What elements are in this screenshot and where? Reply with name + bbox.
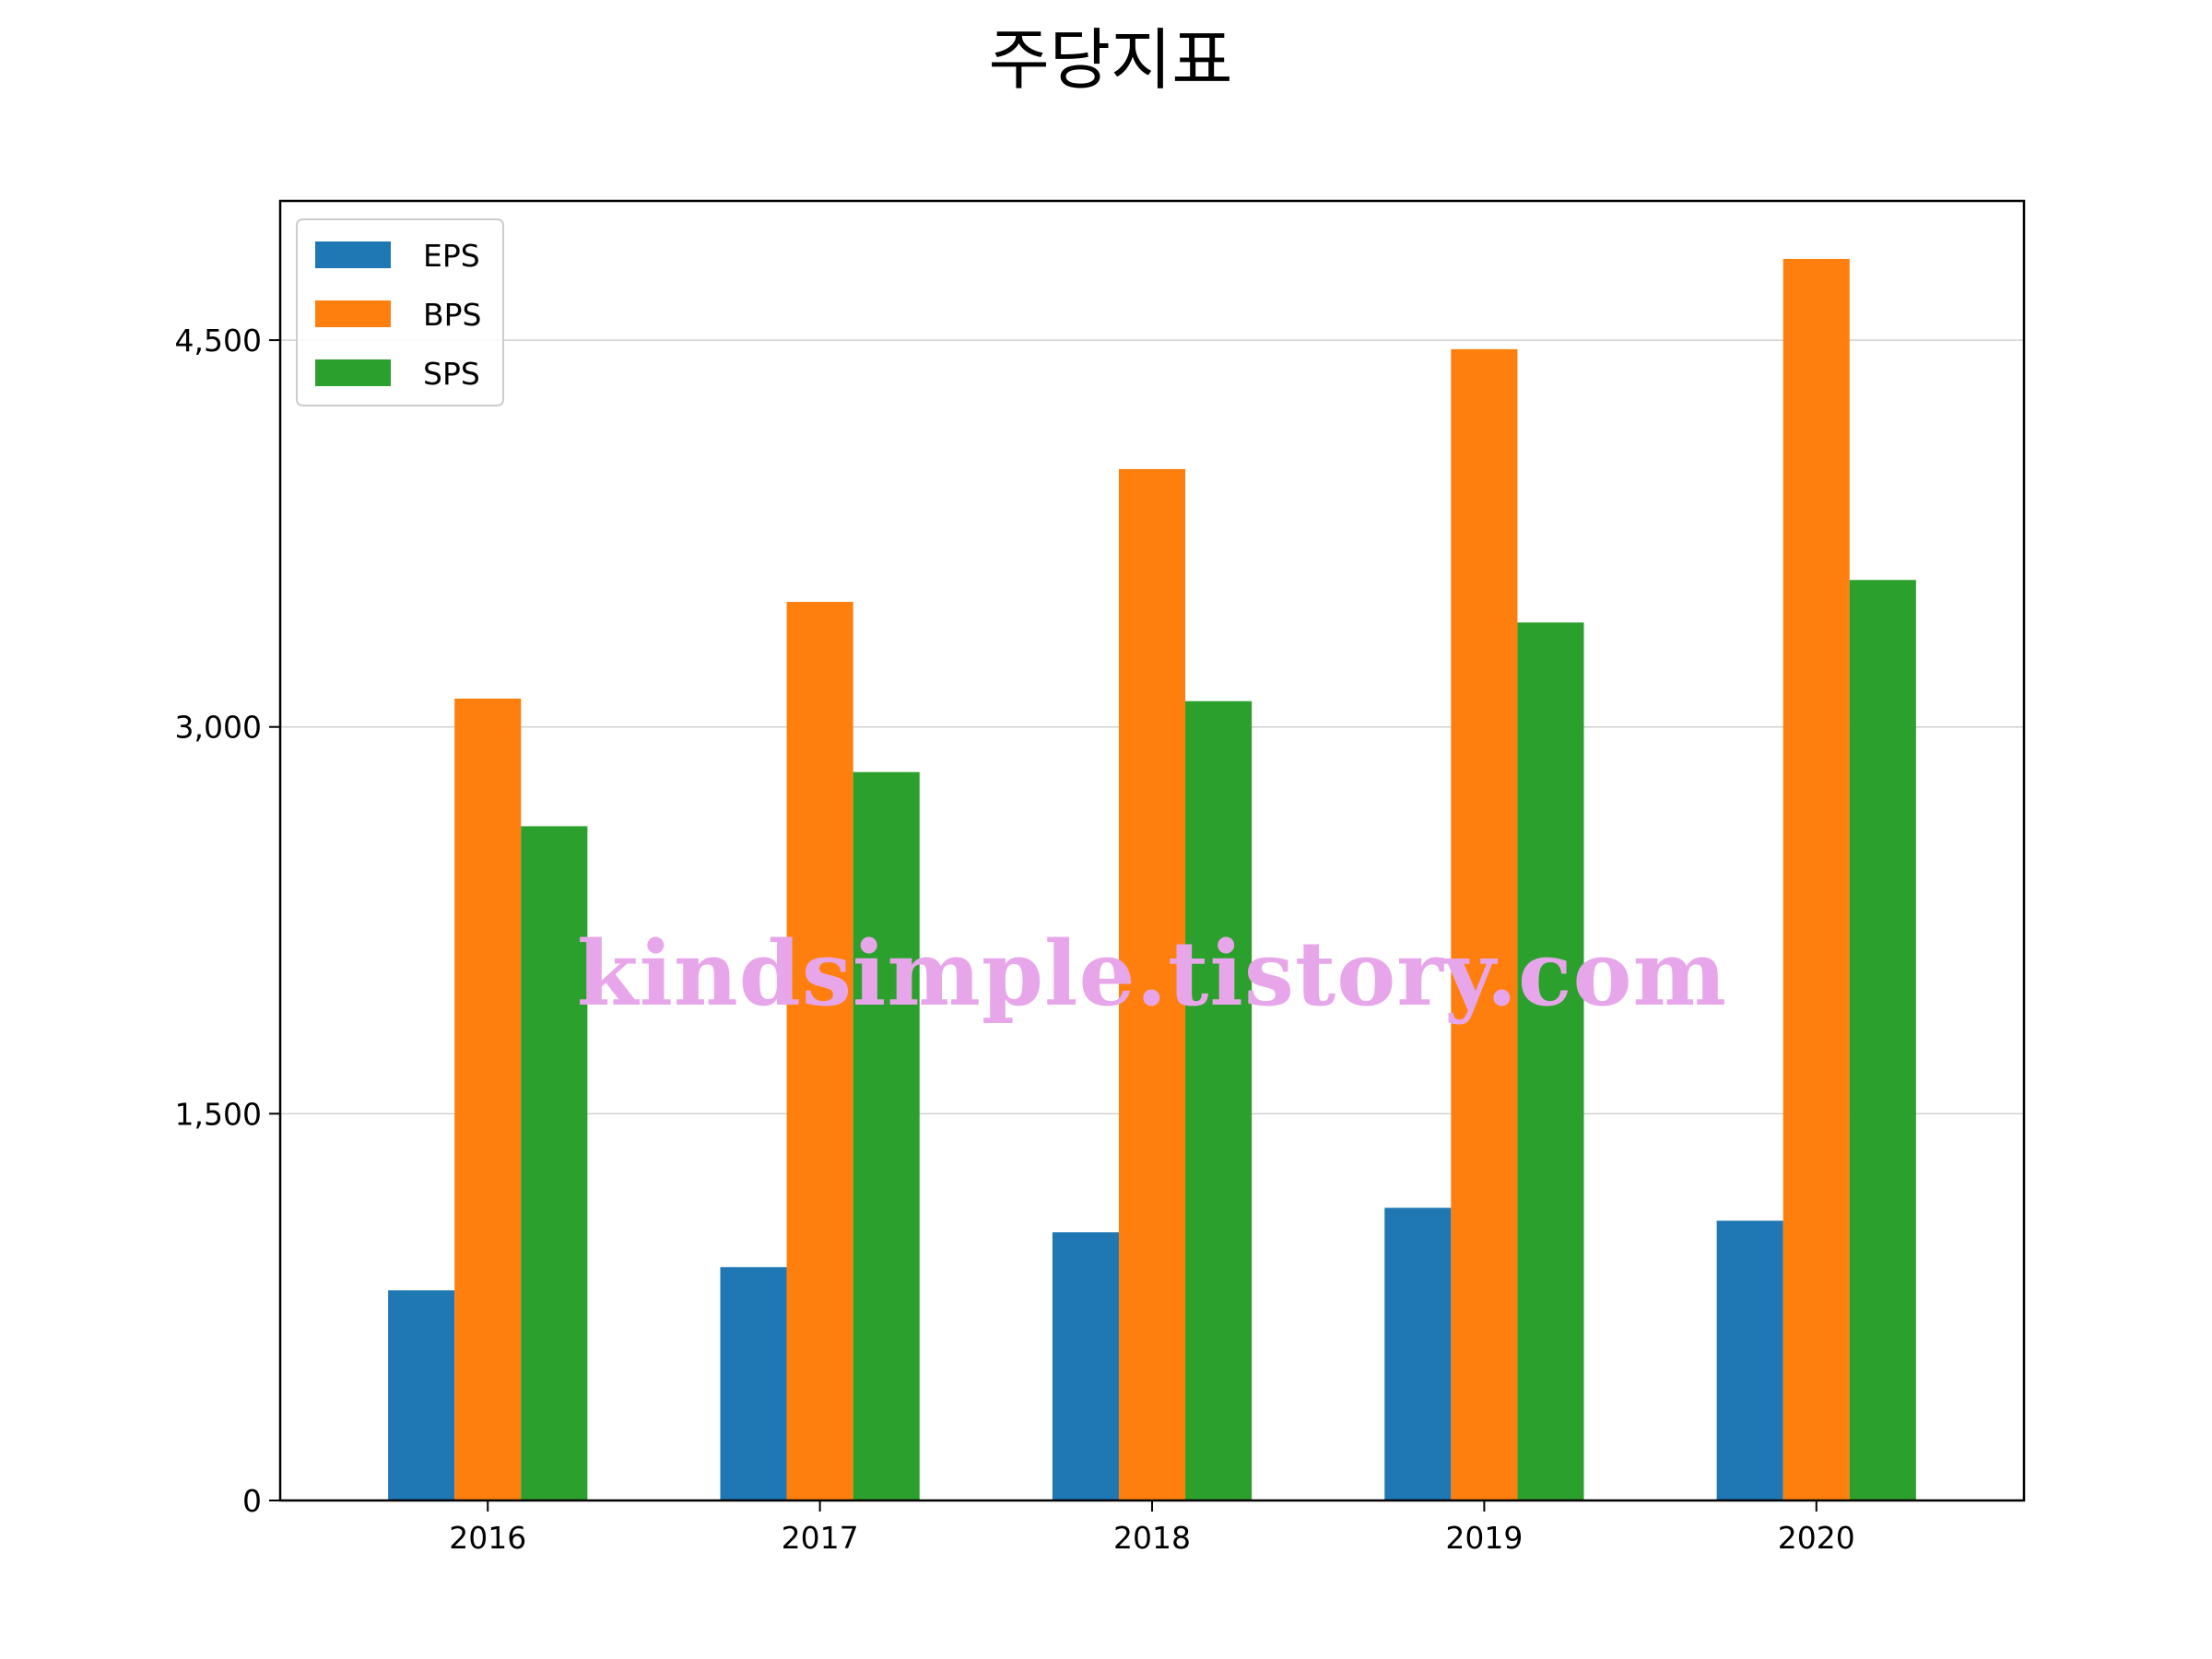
bar-bps-2016 — [454, 698, 522, 1500]
x-tick-label-2020: 2020 — [1778, 1520, 1855, 1556]
bar-sps-2020 — [1849, 580, 1916, 1500]
x-tick-label-2016: 2016 — [449, 1520, 526, 1556]
legend-swatch-bps — [315, 300, 391, 327]
bar-eps-2017 — [720, 1266, 787, 1500]
legend-label-sps: SPS — [423, 356, 480, 392]
legend-swatch-sps — [315, 359, 391, 386]
bar-eps-2016 — [388, 1289, 455, 1500]
y-tick-label-0: 0 — [242, 1483, 262, 1519]
y-axis: 0 1,500 3,000 4,500 — [175, 323, 280, 1519]
bar-bps-2020 — [1783, 258, 1850, 1501]
bar-eps-2020 — [1716, 1220, 1783, 1500]
x-tick-label-2019: 2019 — [1445, 1520, 1523, 1556]
bar-sps-2016 — [521, 826, 588, 1500]
y-tick-label-3: 4,500 — [175, 323, 262, 359]
bars — [388, 258, 1916, 1501]
x-axis: 2016 2017 2018 2019 2020 — [449, 1500, 1855, 1556]
watermark-text: kindsimple.tistory.com — [577, 922, 1727, 1026]
legend-label-bps: BPS — [423, 297, 482, 333]
chart-title: 주당지표 — [989, 21, 1233, 99]
y-tick-label-2: 3,000 — [175, 710, 262, 746]
bar-bps-2018 — [1118, 468, 1186, 1500]
bar-eps-2018 — [1052, 1232, 1119, 1500]
legend-label-eps: EPS — [423, 238, 480, 274]
legend: EPS BPS SPS — [296, 218, 504, 406]
bar-sps-2017 — [853, 771, 920, 1500]
bar-bps-2019 — [1451, 348, 1518, 1501]
x-tick-label-2017: 2017 — [782, 1520, 859, 1556]
bar-sps-2018 — [1185, 700, 1253, 1500]
x-tick-label-2018: 2018 — [1113, 1520, 1191, 1556]
bar-eps-2019 — [1384, 1207, 1452, 1500]
bar-sps-2019 — [1517, 622, 1584, 1500]
legend-swatch-eps — [315, 241, 391, 268]
y-tick-label-1: 1,500 — [175, 1096, 262, 1132]
bar-bps-2017 — [786, 602, 853, 1500]
